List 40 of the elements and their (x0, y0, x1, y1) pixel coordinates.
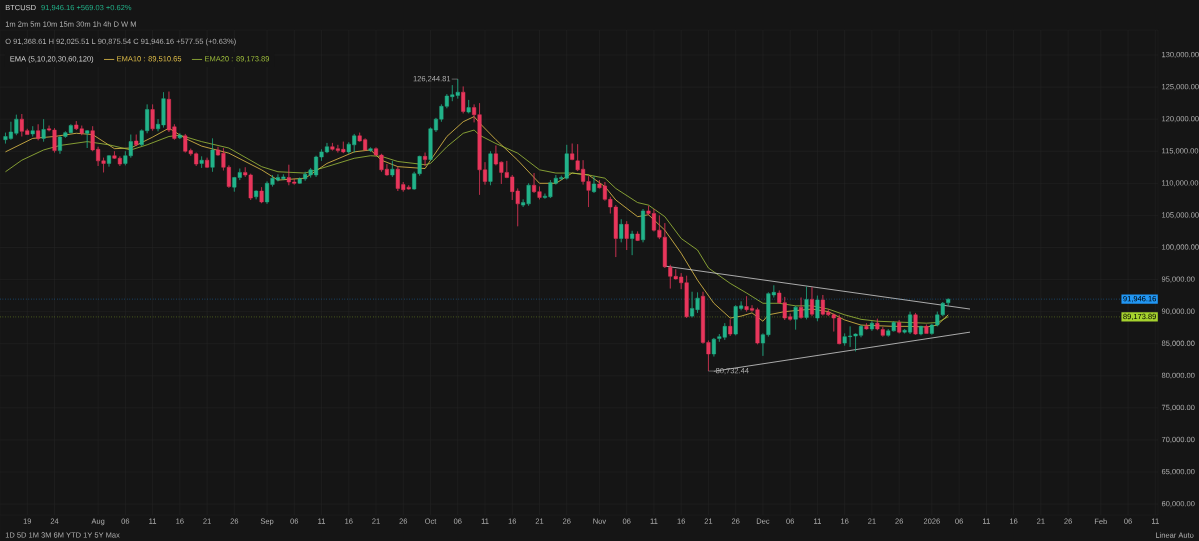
candlestick (36, 124, 41, 141)
candlestick (619, 218, 624, 243)
candlestick (799, 297, 804, 319)
candlestick (390, 160, 395, 178)
candlestick (946, 298, 951, 307)
candlestick (85, 129, 90, 149)
candlestick (592, 176, 596, 194)
candlestick (815, 295, 820, 322)
candlestick (624, 220, 629, 251)
candlestick (804, 286, 809, 320)
candlestick (177, 133, 182, 140)
candlestick (864, 322, 869, 330)
candlestick (134, 134, 139, 147)
candlestick (150, 104, 155, 131)
candlestick (570, 143, 575, 161)
candlestick (869, 320, 874, 332)
candlestick (728, 319, 733, 337)
candlestick (466, 99, 471, 114)
candlestick (711, 337, 716, 357)
candlestick (461, 86, 466, 114)
candlestick (913, 312, 918, 335)
candlestick (254, 190, 259, 200)
candlestick (793, 305, 798, 330)
candlestick (488, 150, 493, 186)
candlestick (30, 125, 35, 137)
candlestick (199, 156, 204, 169)
candlestick (259, 186, 264, 204)
candlestick (809, 286, 814, 317)
candlestick (897, 319, 902, 334)
candlestick (924, 324, 929, 334)
candlestick (210, 138, 215, 173)
candlestick (635, 231, 640, 242)
candlestick (368, 147, 373, 153)
candlestick (41, 118, 46, 142)
candlestick (918, 325, 923, 336)
candlestick (423, 152, 428, 167)
candlestick (641, 208, 646, 243)
candlestick (107, 154, 111, 167)
candlestick (630, 230, 635, 256)
candlestick (205, 157, 210, 169)
